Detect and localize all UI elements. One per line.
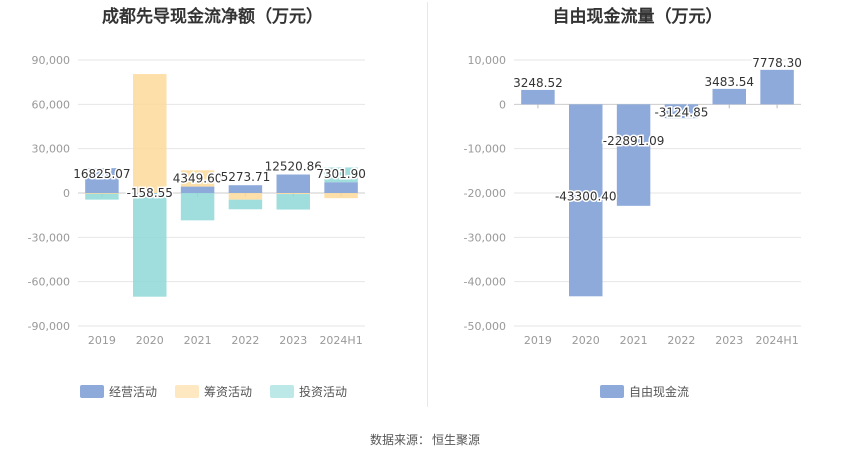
legend-item-financing[interactable]: 筹资活动 (175, 383, 252, 400)
bar-investing (324, 167, 358, 183)
data-label: 4349.60 (173, 172, 223, 186)
legend-cash-flow: 经营活动 筹资活动 投资活动 (80, 383, 347, 400)
bar-financing (133, 74, 167, 193)
legend-free-cash-flow: 自由现金流 (600, 383, 689, 400)
legend-swatch-financing (175, 385, 200, 398)
data-label: 7301.90 (316, 167, 366, 181)
bar-operating (276, 174, 310, 193)
bar-free-cash-flow (616, 104, 651, 206)
x-tick-label: 2023 (715, 334, 743, 347)
x-tick-label: 2023 (279, 334, 307, 347)
legend-item-free-cash-flow[interactable]: 自由现金流 (600, 383, 689, 400)
legend-item-operating[interactable]: 经营活动 (80, 383, 157, 400)
bar-free-cash-flow (712, 88, 746, 105)
chart-title-cash-flow: 成都先导现金流净额（万元） (102, 7, 323, 27)
y-tick-label: -50,000 (464, 320, 506, 333)
bar-free-cash-flow (664, 104, 699, 119)
bar-financing (228, 193, 263, 200)
data-label: 16825.07 (73, 167, 130, 181)
bar-investing (133, 193, 167, 297)
y-tick-label: 0 (63, 187, 70, 200)
legend-label-financing: 筹资活动 (204, 385, 253, 399)
y-tick-label: 30,000 (32, 143, 71, 156)
panel-divider (427, 2, 428, 407)
x-tick-label: 2024H1 (755, 334, 798, 347)
x-tick-label: 2020 (572, 334, 600, 347)
bar-operating (228, 185, 263, 193)
bar-operating (324, 182, 358, 193)
bar-free-cash-flow (569, 104, 603, 297)
chart-title-free-cash-flow: 自由现金流量（万元） (552, 7, 723, 27)
legend-swatch-investing (270, 385, 295, 398)
y-tick-label: -10,000 (464, 143, 506, 156)
data-label: 3483.54 (704, 75, 754, 89)
x-tick-label: 2022 (667, 334, 695, 347)
data-label: 12520.86 (265, 159, 322, 173)
bar-free-cash-flow (760, 69, 794, 105)
bar-financing (276, 193, 310, 195)
data-label: -43300.40 (555, 189, 617, 203)
bar-free-cash-flow (521, 89, 555, 105)
y-tick-label: 90,000 (32, 54, 71, 67)
legend-label-investing: 投资活动 (299, 385, 348, 399)
y-tick-label: 60,000 (32, 98, 71, 111)
data-source-label: 数据来源： (369, 433, 430, 447)
legend-label-free-cash-flow: 自由现金流 (629, 385, 690, 399)
x-tick-label: 2021 (620, 334, 648, 347)
bar-operating (180, 186, 215, 193)
data-label: 7778.30 (752, 56, 802, 70)
data-label: -158.55 (127, 186, 173, 200)
bar-financing (85, 193, 119, 194)
bar-investing (180, 193, 215, 221)
data-label: -22891.09 (603, 134, 665, 148)
bar-investing (228, 199, 263, 210)
data-label: -3124.85 (654, 105, 708, 119)
x-tick-label: 2019 (88, 334, 116, 347)
y-tick-label: 0 (499, 98, 506, 111)
x-tick-label: 2019 (524, 334, 552, 347)
bar-investing (276, 194, 310, 210)
x-tick-label: 2020 (136, 334, 164, 347)
bar-financing (180, 170, 215, 187)
y-tick-label: -20,000 (464, 187, 506, 200)
y-tick-label: -90,000 (28, 320, 70, 333)
bar-operating (85, 168, 119, 193)
bar-investing (85, 193, 119, 200)
bar-financing (324, 193, 358, 199)
legend-item-investing[interactable]: 投资活动 (270, 383, 347, 400)
y-tick-label: -60,000 (28, 276, 70, 289)
y-tick-label: -40,000 (464, 276, 506, 289)
data-label: 3248.52 (513, 76, 563, 90)
y-tick-label: -30,000 (28, 231, 70, 244)
legend-swatch-free-cash-flow (600, 385, 624, 398)
y-tick-label: -30,000 (464, 231, 506, 244)
y-tick-label: 10,000 (468, 54, 507, 67)
data-label: 5273.71 (221, 170, 271, 184)
x-tick-label: 2022 (231, 334, 259, 347)
data-source-name: 恒生聚源 (432, 433, 481, 447)
legend-swatch-operating (80, 385, 104, 398)
x-tick-label: 2024H1 (319, 334, 362, 347)
data-source-note: 数据来源： 恒生聚源 (0, 431, 850, 448)
legend-label-operating: 经营活动 (109, 385, 158, 399)
x-tick-label: 2021 (184, 334, 212, 347)
